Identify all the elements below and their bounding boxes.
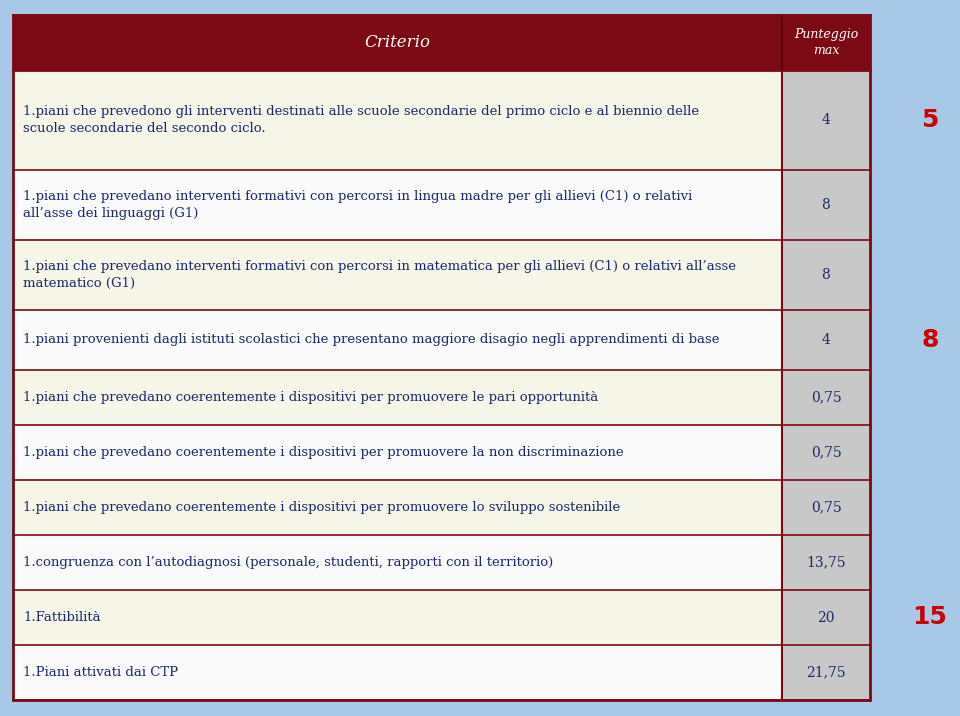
Bar — [13, 535, 782, 590]
Text: 0,75: 0,75 — [810, 445, 841, 460]
Text: 13,75: 13,75 — [806, 556, 846, 569]
Bar — [782, 645, 870, 700]
Bar — [13, 370, 782, 425]
Text: 4: 4 — [822, 333, 830, 347]
Bar — [782, 425, 870, 480]
Bar — [782, 170, 870, 240]
Text: 0,75: 0,75 — [810, 500, 841, 515]
Text: 1.piani che prevedano coerentemente i dispositivi per promuovere la non discrimi: 1.piani che prevedano coerentemente i di… — [23, 446, 624, 459]
Text: 1.piani che prevedano interventi formativi con percorsi in lingua madre per gli : 1.piani che prevedano interventi formati… — [23, 190, 692, 220]
Bar — [782, 370, 870, 425]
Bar — [13, 590, 782, 645]
Text: 1.congruenza con l’autodiagnosi (personale, studenti, rapporti con il territorio: 1.congruenza con l’autodiagnosi (persona… — [23, 556, 553, 569]
Text: 1.piani che prevedono gli interventi destinati alle scuole secondarie del primo : 1.piani che prevedono gli interventi des… — [23, 105, 699, 135]
Text: 21,75: 21,75 — [806, 665, 846, 679]
Text: 8: 8 — [822, 268, 830, 282]
Text: 1.piani che prevedano interventi formativi con percorsi in matematica per gli al: 1.piani che prevedano interventi formati… — [23, 260, 736, 290]
Bar — [13, 15, 870, 70]
Text: 15: 15 — [913, 606, 948, 629]
Text: 0,75: 0,75 — [810, 390, 841, 405]
Text: 8: 8 — [922, 328, 939, 352]
Bar — [782, 240, 870, 310]
Text: 1.Piani attivati dai CTP: 1.Piani attivati dai CTP — [23, 666, 179, 679]
Text: 8: 8 — [822, 198, 830, 212]
Bar — [13, 310, 782, 370]
Bar — [13, 70, 782, 170]
Text: 1.Fattibilità: 1.Fattibilità — [23, 611, 101, 624]
Bar — [13, 170, 782, 240]
Bar — [13, 480, 782, 535]
Bar — [13, 240, 782, 310]
Bar — [13, 425, 782, 480]
Bar — [782, 310, 870, 370]
Text: 4: 4 — [822, 113, 830, 127]
Text: 1.piani che prevedano coerentemente i dispositivi per promuovere lo sviluppo sos: 1.piani che prevedano coerentemente i di… — [23, 501, 620, 514]
Text: Punteggio
max: Punteggio max — [794, 28, 858, 57]
Text: 5: 5 — [922, 108, 939, 132]
Bar — [782, 70, 870, 170]
Text: 20: 20 — [817, 611, 835, 624]
Bar — [13, 15, 870, 700]
Bar — [782, 590, 870, 645]
Bar — [13, 645, 782, 700]
Text: Criterio: Criterio — [365, 34, 430, 51]
Text: 1.piani che prevedano coerentemente i dispositivi per promuovere le pari opportu: 1.piani che prevedano coerentemente i di… — [23, 391, 598, 404]
Text: 1.piani provenienti dagli istituti scolastici che presentano maggiore disagio ne: 1.piani provenienti dagli istituti scola… — [23, 334, 719, 347]
Bar — [782, 535, 870, 590]
Bar — [782, 480, 870, 535]
